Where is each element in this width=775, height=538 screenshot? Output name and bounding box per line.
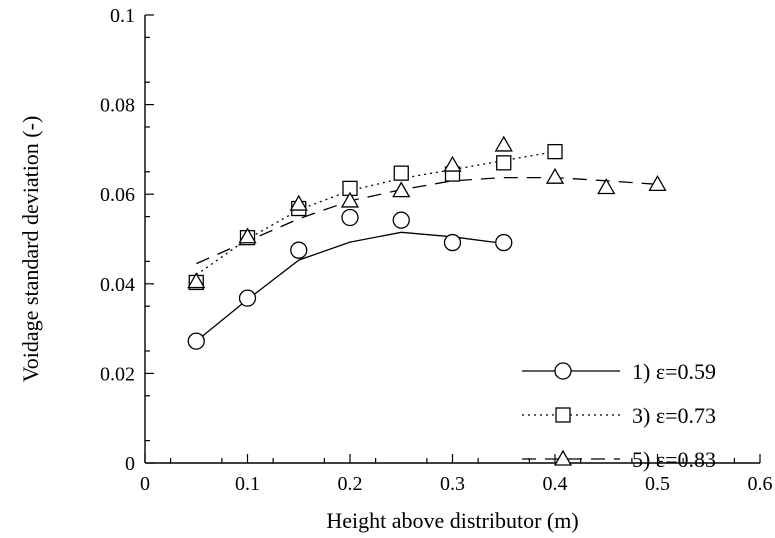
triangle-marker	[340, 191, 360, 208]
x-tick-label: 0	[140, 473, 150, 495]
y-axis-title: Voidage standard deviation (-)	[18, 116, 43, 383]
legend-marker	[555, 407, 571, 423]
legend-label: 3) ε=0.73	[632, 403, 716, 428]
circle-marker	[341, 208, 359, 227]
triangle-marker	[238, 227, 257, 244]
data-points	[187, 135, 667, 350]
x-tick-label: 0.6	[748, 473, 773, 495]
triangle-marker	[648, 175, 667, 191]
square-marker	[393, 165, 409, 181]
triangle-marker	[597, 178, 616, 195]
circle-marker	[290, 241, 308, 259]
x-axis-title: Height above distributor (m)	[326, 508, 578, 533]
y-tick-label: 0.08	[100, 95, 135, 117]
x-tick-label: 0.5	[645, 473, 670, 495]
x-tick-label: 0.2	[338, 473, 363, 495]
y-tick-label: 0.06	[100, 184, 135, 206]
fit-line-series-3	[196, 176, 658, 265]
x-tick-label: 0.1	[235, 473, 260, 495]
legend-marker	[554, 362, 572, 380]
y-tick-label: 0.04	[100, 274, 135, 296]
circle-marker	[495, 233, 513, 252]
triangle-marker	[187, 272, 206, 289]
triangle-marker	[443, 155, 462, 172]
square-marker	[496, 155, 512, 171]
circle-marker	[187, 332, 205, 350]
circle-marker	[443, 233, 462, 252]
x-tick-label: 0.4	[543, 473, 568, 495]
triangle-marker	[392, 181, 411, 198]
legend-label: 1) ε=0.59	[632, 359, 716, 384]
legend-label: 5) ε=0.83	[632, 447, 716, 472]
y-tick-label: 0.02	[100, 363, 135, 385]
legend: 1) ε=0.59 3) ε=0.73 5) ε=0.83	[522, 359, 716, 472]
circle-marker	[238, 289, 257, 307]
x-tick-label: 0.3	[440, 473, 465, 495]
square-marker	[547, 143, 563, 160]
legend-marker	[553, 449, 573, 466]
triangle-marker	[289, 194, 308, 211]
triangle-marker	[494, 135, 513, 152]
fit-lines	[195, 150, 658, 342]
circle-marker	[392, 211, 410, 229]
axes: 0 0.1 0.2 0.3 0.4 0.5 0.6 0 0.02 0.04 0.06 0.08 0.1	[100, 5, 773, 495]
triangle-marker	[545, 167, 565, 184]
y-tick-label: 0	[125, 453, 135, 475]
fit-line-series-2	[195, 150, 556, 276]
y-tick-label: 0.1	[110, 5, 135, 27]
